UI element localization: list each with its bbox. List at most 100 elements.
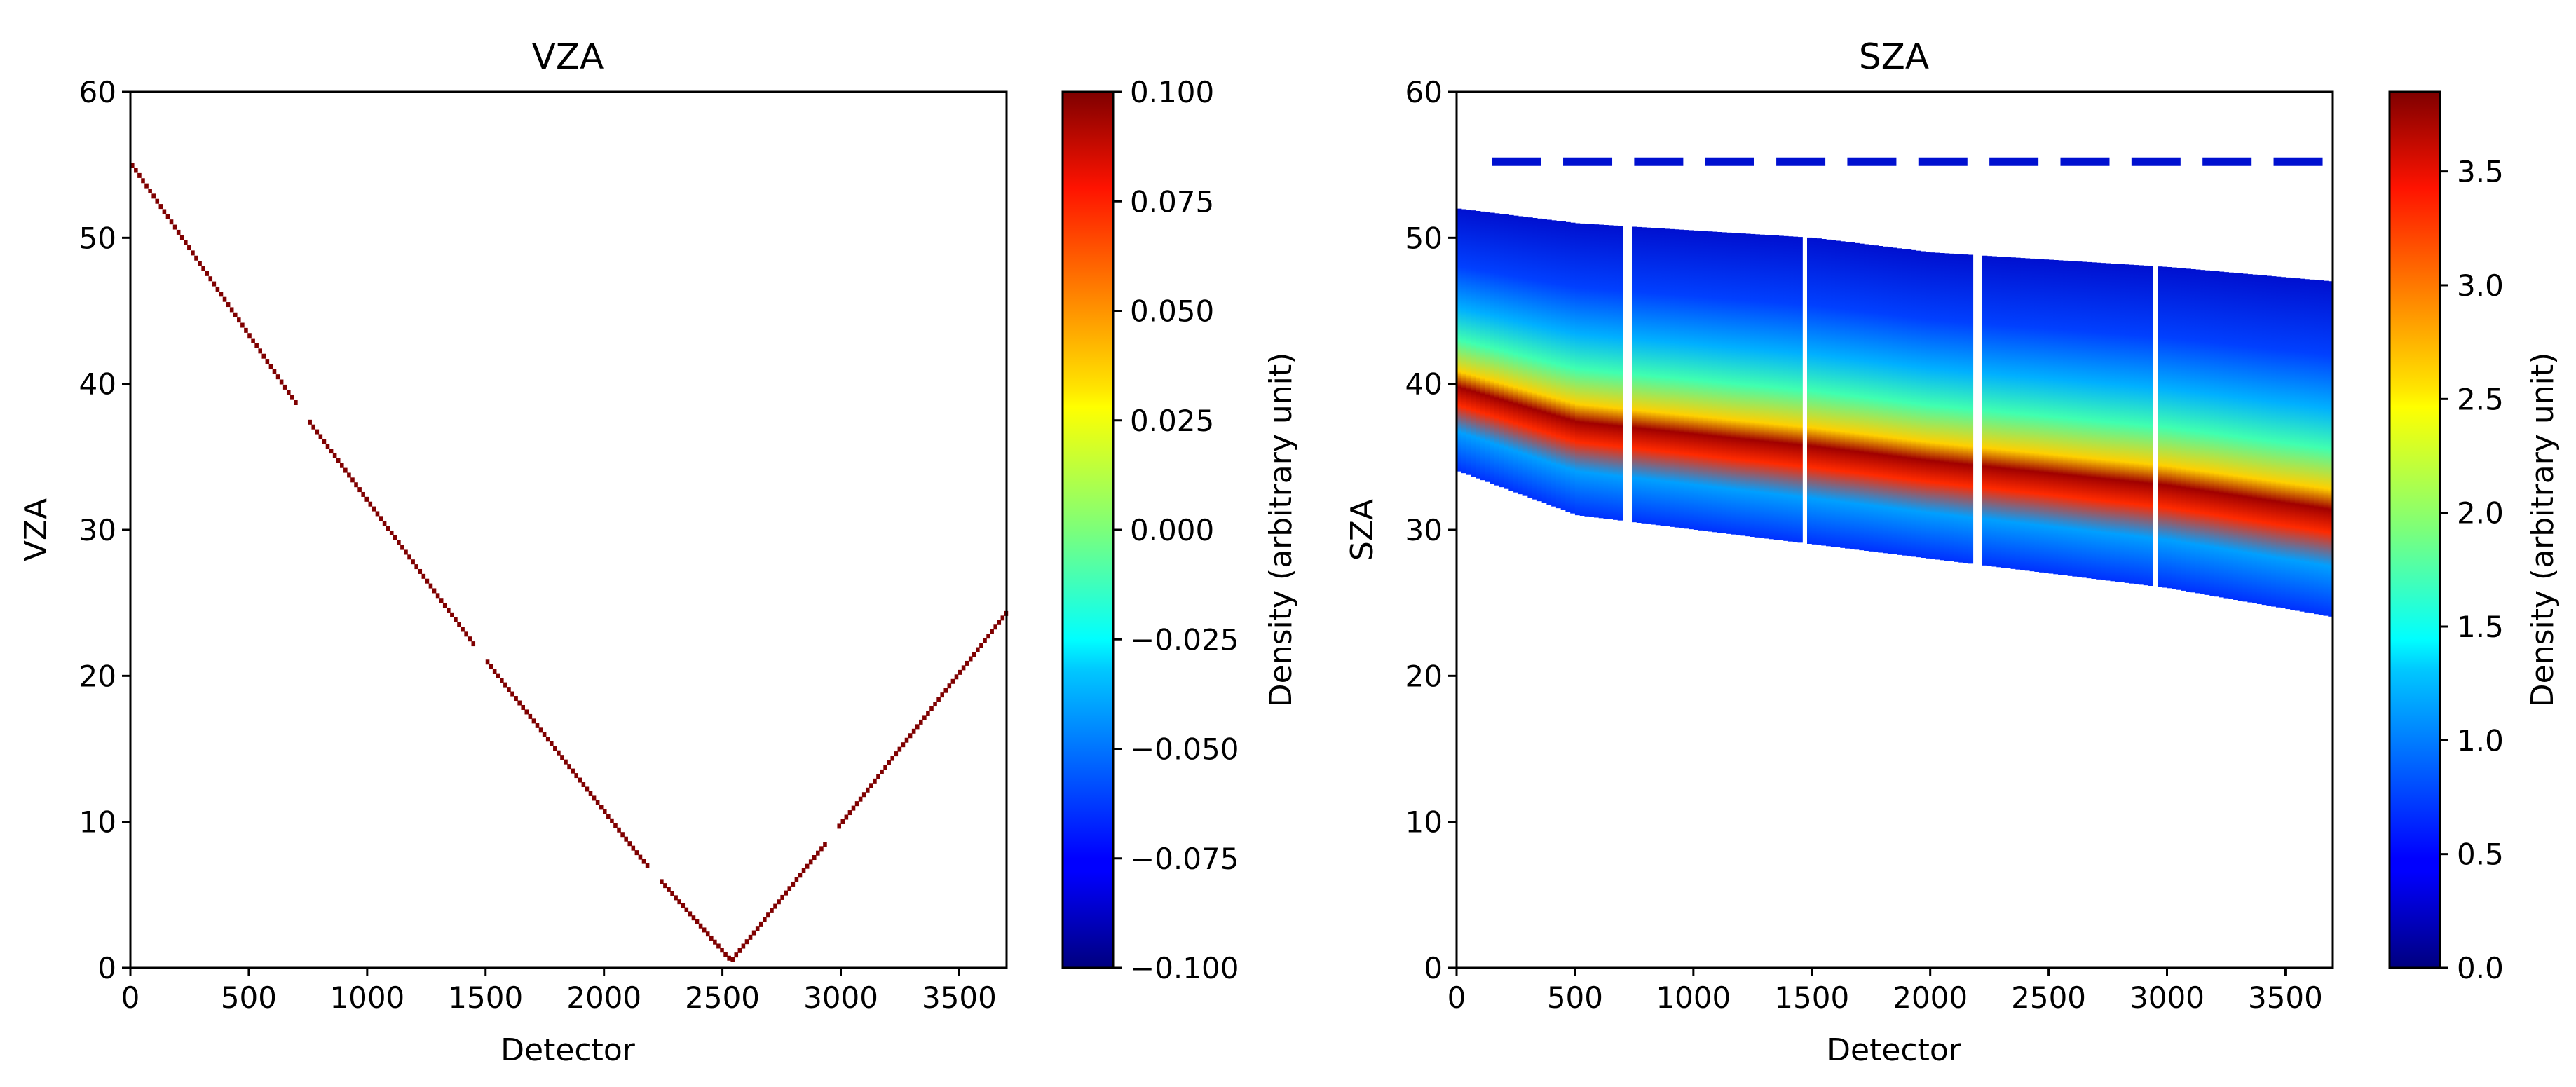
sza-density-column [1603, 225, 1609, 519]
vza-trace-cell [858, 796, 863, 802]
vza-trace-cell [763, 917, 767, 922]
sza-density-column [1807, 237, 1813, 544]
vza-trace-cell [325, 444, 330, 449]
sza-density-column [1750, 233, 1756, 537]
vza-x-label: Detector [500, 1032, 636, 1068]
sza-density-column [2100, 263, 2106, 580]
vza-trace-cell [595, 800, 600, 805]
vza-panel: VZA 0 500 1000 1500 2000 2500 3000 3500 0 10 20 30… [18, 36, 1299, 1068]
sza-density-column [1565, 221, 1571, 512]
vza-trace-cell [787, 886, 792, 891]
vza-trace-cell [447, 607, 451, 613]
vza-trace-cell [286, 390, 291, 395]
sza-density-column [1816, 238, 1822, 545]
sza-density-column [1546, 219, 1552, 505]
sza-density-column [2304, 279, 2310, 613]
sza-density-column [1504, 214, 1509, 489]
vza-axes-frame [129, 90, 1008, 969]
sza-density-column [2204, 270, 2210, 595]
sza-density-column [2176, 268, 2182, 590]
vza-trace-cell [823, 842, 827, 847]
colorbar-tick-label: 3.5 [2457, 155, 2504, 189]
vza-trace-cell [205, 271, 209, 276]
vza-trace-cell [691, 915, 696, 921]
vza-trace-cell [549, 741, 554, 746]
vza-trace-cell [425, 578, 430, 584]
vza-trace-cell [158, 204, 163, 210]
sza-density-column [1570, 222, 1576, 514]
vza-trace-cell [432, 588, 437, 594]
vza-trace-cell [780, 894, 784, 900]
vza-trace-cell [137, 172, 142, 178]
vza-trace-cell [798, 873, 803, 878]
sza-density-column [2091, 262, 2097, 579]
vza-trace-cell [773, 903, 777, 909]
sza-density-column [1759, 234, 1765, 538]
vza-trace-cell [411, 559, 415, 565]
sza-density-column [1845, 242, 1851, 549]
vza-trace-cell [489, 664, 493, 669]
vza-trace-cell [741, 943, 746, 949]
sza-density-column [1703, 231, 1708, 531]
sza-density-column [2261, 275, 2268, 606]
sza-density-column [1940, 253, 1945, 561]
vza-trace-cell [439, 598, 444, 603]
vza-trace-cell [865, 787, 870, 793]
sza-density-column [2110, 264, 2115, 582]
vza-trace-cell [542, 732, 547, 737]
vza-trace-cell [215, 286, 220, 292]
vza-trace-cell [641, 859, 646, 864]
sza-density-column [2280, 277, 2287, 608]
sza-density-column [1986, 256, 1993, 566]
vza-trace-cell [997, 620, 1002, 625]
sza-density-column [1584, 224, 1590, 517]
sza-density-column [2190, 268, 2196, 593]
vza-trace-cell [179, 235, 184, 240]
sza-outlier-cluster [1847, 157, 1897, 166]
sza-density-column [1541, 219, 1547, 503]
sza-density-column [2162, 266, 2168, 588]
sza-density-column [1598, 224, 1604, 519]
vza-trace-cell [983, 638, 987, 643]
x-tick-label: 2500 [2011, 980, 2086, 1015]
vza-trace-cell [457, 622, 461, 627]
sza-density-column [1655, 228, 1661, 526]
sza-density-column [2129, 264, 2134, 584]
vza-trace-cell [908, 733, 913, 739]
vza-trace-cell [734, 952, 739, 958]
vza-trace-cell [130, 163, 135, 168]
vza-colorbar-ticks: 0.100 0.075 0.050 0.025 0.000 −0.025 −0.050 −0.… [1113, 75, 1239, 985]
sza-density-column [1849, 242, 1855, 549]
vza-trace-cell [222, 296, 227, 302]
sza-density-column [1887, 247, 1893, 554]
vza-trace-cell [212, 281, 217, 287]
vza-trace-cell [581, 782, 586, 788]
sza-colorbar [2388, 90, 2441, 969]
vza-trace-cell [226, 302, 231, 308]
vza-trace-cell [229, 307, 234, 313]
vza-trace-cell [507, 687, 511, 692]
y-tick-label: 20 [79, 659, 116, 693]
sza-density-column [1612, 225, 1618, 520]
sza-density-column [1712, 231, 1718, 533]
sza-density-column [1508, 214, 1514, 491]
sza-density-column [1930, 252, 1936, 559]
x-tick-label: 1000 [329, 980, 404, 1015]
sza-density-column [1457, 208, 1462, 472]
sza-density-column [1579, 223, 1586, 516]
vza-trace-cell [940, 692, 944, 698]
vza-trace-cell [442, 603, 447, 608]
sza-density-column [1769, 235, 1775, 540]
sza-density-column [1617, 226, 1623, 521]
vza-trace-cell [744, 939, 749, 945]
sza-density-column [2039, 259, 2045, 573]
vza-trace-cell [524, 709, 529, 715]
sza-density-column [2029, 258, 2035, 572]
colorbar-tick-label: −0.075 [1130, 842, 1239, 876]
vza-trace-cell [194, 255, 198, 261]
x-tick-label: 0 [1447, 980, 1466, 1015]
sza-density-column [1471, 210, 1476, 477]
sza-density-column [1461, 209, 1467, 474]
sza-density-column [2186, 268, 2191, 592]
vza-trace-cell [624, 836, 628, 842]
